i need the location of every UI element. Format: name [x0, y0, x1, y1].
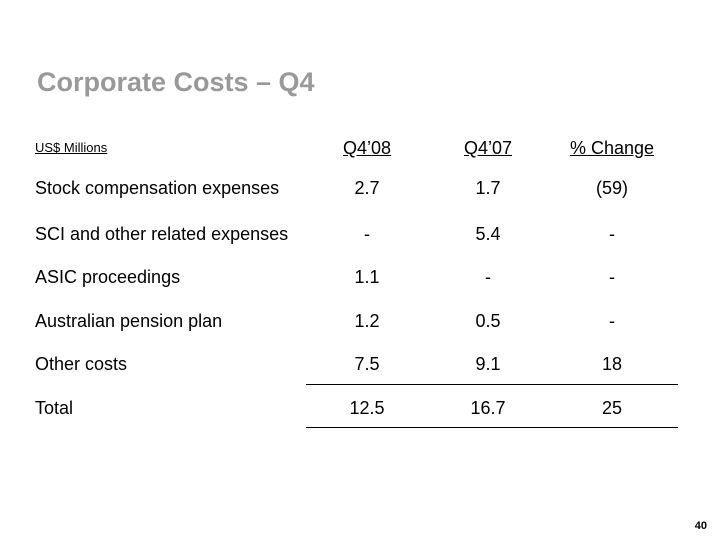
cell-q4-07: 9.1: [475, 354, 501, 374]
row-label: SCI and other related expenses: [35, 224, 289, 244]
row-label: ASIC proceedings: [35, 267, 181, 287]
cell-q4-07: -: [485, 267, 491, 287]
cell-q4-08: 12.5: [349, 398, 385, 418]
cell-q4-07: 5.4: [475, 224, 501, 244]
col-header-q4-07: Q4’07: [463, 138, 513, 158]
cell-change: -: [609, 311, 615, 331]
table-row: Australian pension plan 1.2 0.5 -: [0, 309, 720, 333]
table-row: Other costs 7.5 9.1 18: [0, 352, 720, 376]
cell-change: 25: [601, 398, 623, 418]
cell-q4-07: 16.7: [470, 398, 506, 418]
cell-q4-08: -: [364, 224, 370, 244]
cell-q4-07: 0.5: [475, 311, 501, 331]
cell-q4-08: 7.5: [354, 354, 380, 374]
units-label: US$ Millions: [35, 140, 108, 155]
page-number: 40: [694, 520, 707, 532]
table-row: SCI and other related expenses - 5.4 -: [0, 222, 720, 246]
cell-change: 18: [601, 354, 623, 374]
row-label: Other costs: [35, 354, 128, 374]
col-header-change: % Change: [569, 138, 655, 158]
table-row: Stock compensation expenses 2.7 1.7 (59): [0, 176, 720, 200]
row-label: Australian pension plan: [35, 311, 223, 331]
table-row: ASIC proceedings 1.1 - -: [0, 265, 720, 289]
cell-change: -: [609, 224, 615, 244]
table-row-total: Total 12.5 16.7 25: [0, 396, 720, 420]
row-label: Stock compensation expenses: [35, 178, 280, 198]
cell-change: (59): [595, 178, 628, 198]
total-divider: [306, 427, 678, 428]
cell-q4-08: 1.2: [354, 311, 380, 331]
row-label: Total: [35, 398, 74, 418]
subtotal-divider: [306, 384, 678, 385]
cell-q4-08: 1.1: [354, 267, 380, 287]
table-header: US$ Millions Q4’08 Q4’07 % Change: [0, 136, 720, 160]
cell-q4-07: 1.7: [475, 178, 501, 198]
cell-q4-08: 2.7: [354, 178, 380, 198]
cell-change: -: [609, 267, 615, 287]
slide-title: Corporate Costs – Q4: [37, 67, 315, 97]
col-header-q4-08: Q4’08: [342, 138, 392, 158]
